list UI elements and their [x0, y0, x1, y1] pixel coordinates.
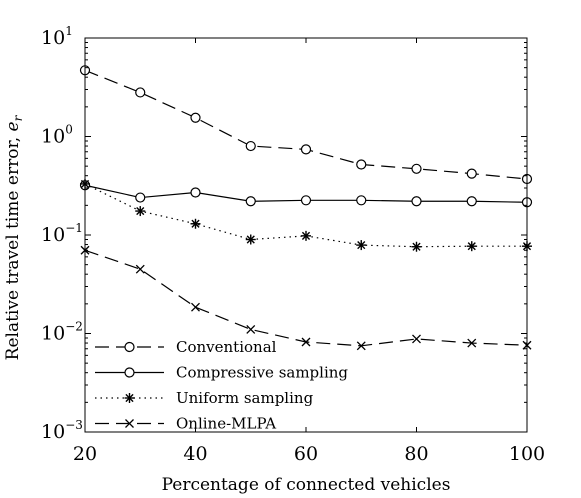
marker-stroke [356, 341, 366, 351]
series-3 [80, 245, 532, 351]
series-line [84, 249, 528, 347]
y-axis-label-text: Relative travel time error, [3, 131, 23, 360]
legend-label: Compressive sampling [176, 364, 348, 382]
y-tick-label-base: 10 [41, 126, 65, 148]
series-2 [80, 178, 532, 252]
y-axis-label: Relative travel time error, er [3, 114, 25, 360]
y-axis-label-var: e [3, 121, 23, 131]
data-point [245, 140, 256, 152]
data-point [245, 196, 256, 207]
series-1 [79, 180, 533, 208]
data-point [301, 230, 311, 241]
marker-stroke [191, 302, 200, 312]
legend-label: Conventional [176, 338, 277, 356]
marker-stroke [246, 324, 256, 334]
data-point [411, 196, 422, 207]
legend-marker [124, 393, 135, 403]
data-point [246, 324, 256, 334]
data-point [190, 112, 201, 123]
y-tick-label-exp: 1 [65, 24, 73, 38]
data-point [190, 218, 201, 229]
y-tick-label-base: 10 [41, 224, 65, 246]
legend: Conventional Compressive sampling Uniform … [95, 338, 348, 433]
marker-stroke [412, 334, 421, 344]
y-tick-label-exp: 0 [65, 123, 73, 137]
x-tick-label: 40 [183, 443, 207, 465]
marker-stroke [467, 242, 476, 251]
legend-label: Uniform sampling [176, 389, 314, 407]
y-tick-label: 10−2 [41, 320, 83, 345]
legend-label: Online-MLPA [176, 415, 276, 433]
data-point [411, 241, 422, 252]
legend-item: Online-MLPA [95, 415, 276, 433]
y-tick-label: 10−1 [41, 221, 83, 246]
marker-stroke [191, 219, 200, 228]
x-tick-label: 20 [73, 443, 97, 465]
marker-stroke [467, 338, 477, 348]
legend-item: Compressive sampling [95, 364, 348, 382]
marker-stroke [357, 240, 366, 250]
x-tick-label: 100 [509, 443, 545, 465]
marker-stroke [135, 264, 145, 274]
legend-marker [125, 419, 134, 428]
legend-item: Conventional [95, 338, 277, 356]
data-point [356, 240, 367, 251]
data-point [466, 168, 477, 179]
data-point [245, 234, 256, 245]
marker-stroke [412, 242, 421, 251]
y-tick-label: 101 [41, 24, 73, 49]
data-point [301, 337, 311, 347]
data-point [135, 192, 146, 203]
marker-stroke [125, 393, 134, 403]
data-point [411, 163, 422, 174]
marker-stroke [301, 337, 311, 347]
y-tick-label: 10−3 [41, 418, 83, 443]
data-point [135, 206, 146, 217]
data-point [356, 195, 367, 206]
legend-item: Uniform sampling [95, 389, 314, 407]
data-point [467, 338, 477, 348]
legend-marker [124, 341, 135, 353]
legend-marker [124, 367, 135, 378]
y-tick-label-base: 10 [41, 421, 65, 443]
marker-stroke [301, 231, 311, 240]
plot-marks [79, 65, 533, 351]
marker-stroke [136, 206, 145, 216]
series-0 [79, 65, 533, 185]
y-tick-label-exp: −1 [65, 221, 83, 235]
y-tick-label: 100 [41, 123, 73, 148]
x-tick-label: 80 [404, 443, 428, 465]
data-point [191, 302, 200, 312]
data-point [412, 334, 421, 344]
y-tick-label-exp: −2 [65, 320, 83, 334]
y-tick-label-exp: −3 [65, 418, 83, 432]
data-point [300, 144, 312, 155]
marker-stroke [125, 419, 134, 428]
data-point [135, 87, 146, 98]
x-axis-label: Percentage of connected vehicles [162, 475, 451, 495]
y-tick-label-base: 10 [41, 27, 65, 49]
data-point [135, 264, 145, 274]
data-point [466, 241, 477, 252]
data-point [356, 341, 366, 351]
y-axis-label-sub: r [11, 114, 25, 121]
marker-stroke [246, 235, 255, 244]
y-tick-label-base: 10 [41, 323, 65, 345]
x-tick-label: 60 [294, 443, 318, 465]
data-point [356, 159, 367, 170]
series-line [84, 69, 528, 180]
data-point [300, 195, 312, 206]
data-point [466, 196, 477, 207]
data-point [190, 187, 201, 198]
